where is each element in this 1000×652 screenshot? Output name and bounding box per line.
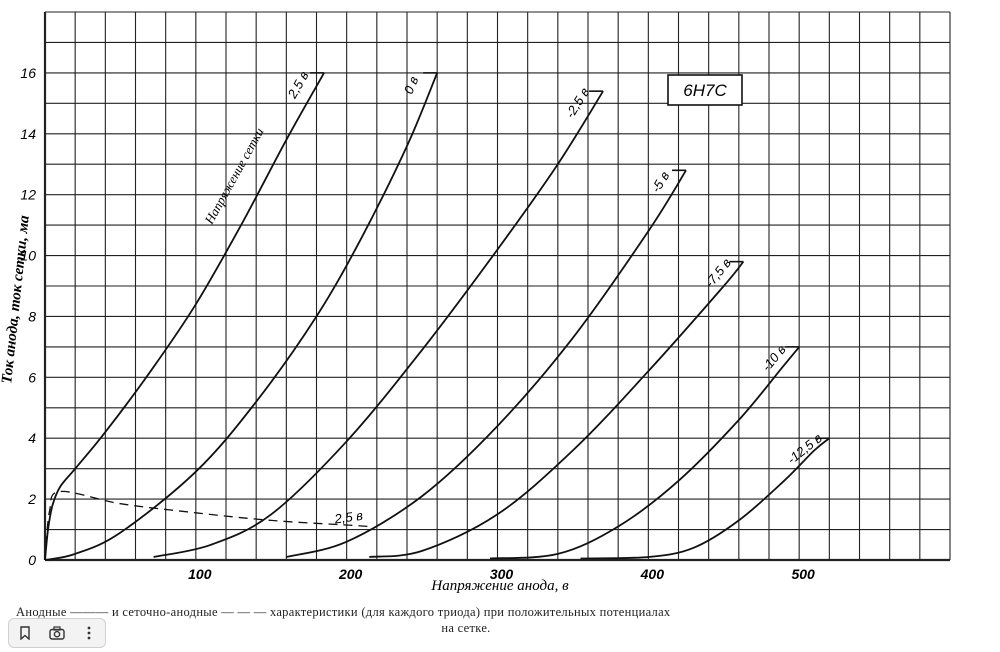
bookmark-icon [20,626,30,640]
grid-current-curve [44,490,370,561]
y-axis-label: Ток анода, ток сетки, ма [0,214,33,384]
anode-curve [580,437,830,560]
y-tick-label: 8 [28,308,36,324]
anode-curve [44,72,439,561]
grid [43,11,951,562]
caption: Анодные ——— и сеточно-анодные — — — хара… [16,604,896,636]
anode-curve [153,90,604,558]
curves [44,72,830,561]
x-tick-label: 400 [640,566,665,582]
x-tick-label: 500 [791,566,815,582]
y-tick-label: 6 [28,369,36,385]
more-button[interactable] [77,622,101,644]
tube-label-box: 6Н7С [667,74,743,106]
grid-voltage-note: Напряжение сетки [201,125,267,228]
y-tick-label: 12 [20,187,36,203]
curve-label: 0 в [401,74,422,96]
x-tick-label: 100 [188,566,212,582]
bookmark-button[interactable] [13,622,37,644]
anode-curve [44,72,325,561]
caption-line-1: Анодные ——— и сеточно-анодные — — — хара… [16,605,671,619]
anode-curve [489,346,800,560]
curve-label: -7,5 в [702,255,734,290]
more-icon [87,626,91,640]
caption-line-2: на сетке. [441,621,491,635]
camera-icon [49,626,65,640]
x-ticks: 100 200 300 400 500 [188,566,815,582]
anode-curve [286,169,687,558]
x-tick-label: 200 [338,566,363,582]
y-tick-label: 14 [20,126,36,142]
anode-curve [369,261,745,558]
curve-label: 2,5 в [333,508,364,527]
camera-button[interactable] [45,622,69,644]
curve-label: -5 в [648,168,672,195]
y-tick-label: 10 [20,248,36,264]
y-ticks: 0 2 4 6 8 10 12 14 16 [20,65,36,568]
y-tick-label: 0 [28,552,36,568]
image-toolbar [8,618,106,648]
y-tick-label: 16 [20,65,36,81]
y-tick-label: 2 [27,491,36,507]
y-tick-label: 4 [28,430,36,446]
tube-label: 6Н7С [683,81,727,100]
x-axis-label: Напряжение анода, в [430,578,569,594]
x-tick-label: 300 [490,566,514,582]
